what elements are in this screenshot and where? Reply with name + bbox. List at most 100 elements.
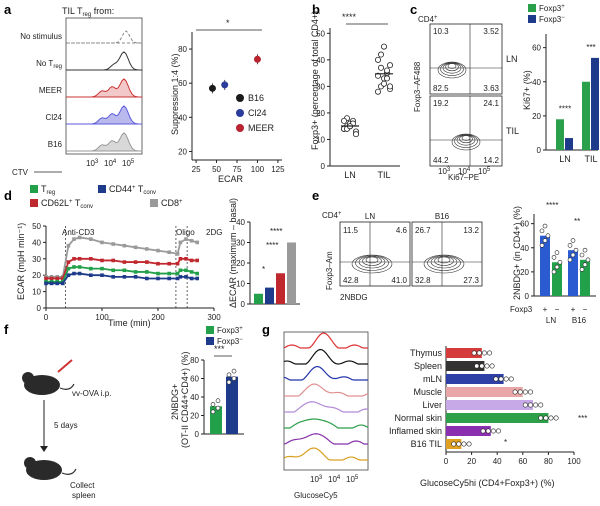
d-bar-sig: ****	[266, 241, 278, 250]
e-flow-box	[411, 221, 483, 287]
g-dot	[527, 389, 533, 395]
d-legend-label: CD44+ Tconv	[109, 184, 156, 196]
e-pm: −	[555, 305, 560, 314]
g-bar-1	[446, 361, 485, 371]
e-bar-ylabel: 2NBDG+ (in CD4+) (%)	[512, 206, 522, 300]
e-dot	[579, 267, 585, 272]
d-point	[111, 258, 115, 263]
c-ytick-label: 0	[537, 146, 542, 155]
g-bar-0	[446, 348, 482, 358]
c-contour	[447, 63, 457, 69]
b-point-LN	[340, 117, 347, 124]
g-hist-curve	[283, 348, 368, 365]
d-point	[122, 260, 127, 264]
e-group-label: LN	[546, 316, 556, 325]
g-dot	[512, 389, 518, 395]
g-bar-category: Inflamed skin	[389, 426, 442, 436]
d-point	[178, 240, 183, 245]
c-contour	[459, 134, 473, 144]
g-dot	[461, 441, 467, 447]
d-xtick-label: 300	[207, 313, 221, 322]
g-bar-4	[446, 400, 534, 410]
a-scatter-legend: B16 Cl24 MEER	[236, 93, 275, 133]
c-bar-Foxp3+	[582, 81, 590, 150]
b-ytick-label: 50	[316, 29, 325, 38]
b-ytick-label: 0	[321, 162, 326, 171]
d-point	[178, 268, 183, 273]
f-legend-swatch	[206, 337, 214, 345]
d-point	[66, 266, 71, 271]
d-legend-swatch	[98, 185, 106, 193]
c-flow-box	[429, 23, 503, 95]
c-bar-xlabel: TIL	[584, 154, 597, 164]
g-dot	[548, 415, 554, 421]
e-ytick-label: 40	[520, 244, 529, 253]
c-flow-box	[429, 95, 503, 167]
d-point	[72, 271, 76, 276]
c-q-ll: 44.2	[433, 156, 449, 165]
panel-b-letter: b	[312, 2, 320, 17]
g-dot	[503, 376, 509, 382]
d-legend-label: CD8+	[161, 198, 183, 208]
b-point-TIL	[383, 67, 390, 74]
b-point-TIL	[380, 80, 387, 87]
a-hist-row-label: No Treg	[36, 59, 62, 70]
g-hist-tick: 104	[328, 475, 341, 484]
c-bar-Foxp3−	[591, 57, 599, 150]
a-scatter-sig: *	[226, 18, 230, 28]
d-ytick-label: 20	[32, 271, 41, 280]
c-q-ur: 24.1	[483, 99, 499, 108]
f-step-4: spleen	[72, 491, 96, 500]
c-contour	[456, 134, 476, 146]
d-point	[122, 275, 127, 279]
d-point	[133, 245, 138, 250]
c-contour	[442, 62, 462, 74]
a-xtick-label: 100	[251, 165, 265, 174]
g-dot	[527, 402, 533, 408]
e-q-lr: 27.3	[463, 276, 479, 285]
c-xtick: 103	[438, 167, 451, 176]
d-ann-oligo: Oligo	[176, 228, 195, 237]
g-dot	[481, 350, 487, 356]
a-point-MEER	[253, 55, 261, 63]
d-point	[77, 257, 82, 261]
a-legend-label: B16	[248, 93, 264, 103]
f-legend-label: Foxp3+	[217, 326, 243, 335]
d-series-CD8+	[46, 236, 198, 278]
e-dot	[551, 255, 557, 260]
d-point	[100, 266, 104, 271]
d-legend-swatch	[30, 199, 38, 207]
a-hist-xlabel: CTV	[12, 168, 29, 177]
f-dot	[215, 398, 221, 404]
e-contour	[351, 254, 393, 274]
d-bar-1	[265, 287, 274, 304]
a-xtick-label: 125	[271, 165, 285, 174]
g-bar-chart: 0 20 40 60 80 100 Thymus Spleen mLN Muscle Liver No…	[389, 346, 587, 466]
d-legend-swatch	[150, 199, 158, 207]
f-ytick-label: 60	[190, 375, 199, 384]
g-dot	[490, 428, 496, 434]
e-ytick-label: 0	[525, 292, 530, 301]
f-ylabel-2: (OT-II CD44+CD4+) (%)	[180, 351, 190, 448]
d-ytick-label: 30	[32, 255, 41, 264]
mouse-head-1	[22, 372, 34, 384]
e-dot	[554, 250, 560, 255]
d-point	[89, 237, 93, 241]
a-ytick-label: 60	[178, 79, 187, 88]
a-ytick-label: 20	[178, 147, 187, 156]
c-bar-chart: 0 20 40 60 LN **** TIL ***	[532, 34, 599, 164]
e-dot	[539, 228, 545, 234]
a-hist-tick: 103	[86, 159, 99, 168]
panel-f-letter: f	[4, 322, 9, 337]
panel-a-letter: a	[4, 2, 12, 17]
d-point	[156, 248, 160, 253]
a-point-Cl24	[221, 81, 229, 89]
g-hist-tick: 103	[310, 475, 323, 484]
c-bar-Foxp3−	[565, 138, 573, 150]
d-ytick-label: 50	[32, 222, 41, 231]
d-point	[72, 265, 76, 269]
b-chart: 0 10 20 30 40 50 LN TIL	[316, 23, 400, 180]
a-hist-rows: No stimulus No Treg MEER Cl24 B16	[20, 30, 143, 152]
g-bar-category: Thymus	[410, 348, 443, 358]
g-xtick-label: 100	[567, 457, 581, 466]
